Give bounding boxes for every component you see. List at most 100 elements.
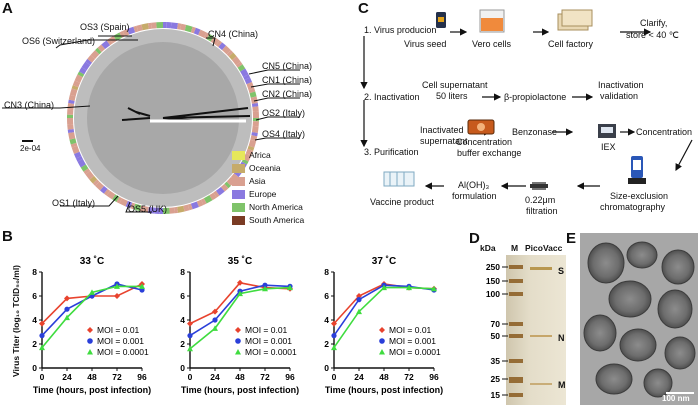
scale-bar-label: 2e-04 — [20, 144, 41, 153]
ring-segment — [159, 207, 163, 215]
x-axis-title: Time (hours, post infection) — [325, 385, 443, 395]
sec-label-2: chromatography — [600, 202, 666, 212]
ring-segment — [106, 190, 116, 200]
band-n-label: N — [558, 333, 565, 343]
protein-band-m — [530, 383, 552, 385]
protein-band-s — [530, 267, 552, 270]
data-point — [139, 283, 145, 289]
concentration-label: Concentration — [636, 127, 693, 137]
y-tick-label: 2 — [180, 339, 185, 349]
marker-size-label: 150 — [486, 276, 500, 286]
ring-segment — [198, 29, 207, 38]
supernatant2-label: supernatant — [420, 136, 468, 146]
alum-label-1: Al(OH)₃ — [458, 180, 490, 190]
lane-m-label: M — [511, 243, 519, 253]
legend-swatch — [232, 203, 245, 213]
ring-segment — [67, 109, 74, 115]
tree-label-os3: OS3 (Spain) — [80, 22, 130, 32]
data-point — [212, 325, 218, 331]
tree-label-cn5: CN5 (China) — [262, 61, 313, 71]
kda-label: kDa — [480, 243, 496, 253]
ring-segment — [222, 45, 231, 55]
data-point — [39, 333, 45, 339]
conc-label-1: Concentration — [456, 137, 513, 147]
legend-label: MOI = 0.001 — [97, 336, 144, 346]
ring-segment — [151, 22, 157, 29]
data-point — [431, 285, 437, 292]
ring-segment — [92, 179, 100, 186]
legend-item-africa: Africa — [232, 150, 271, 161]
ring-segment — [127, 26, 136, 35]
data-point — [262, 285, 268, 292]
ring-segment — [133, 203, 142, 212]
legend-item-asia: Asia — [232, 176, 266, 187]
data-point — [237, 279, 243, 286]
tree-label-cn3: CN3 (China) — [4, 100, 55, 110]
y-tick-label: 0 — [32, 363, 37, 373]
ring-segment — [73, 151, 82, 159]
data-point — [39, 344, 45, 351]
ring-segment — [116, 196, 123, 204]
bpl-label: β-propiolactone — [504, 92, 567, 102]
legend-item-south-america: South America — [232, 215, 304, 226]
legend-marker — [235, 349, 241, 355]
legend-swatch — [232, 190, 245, 200]
marker-size-label: 250 — [486, 262, 500, 272]
ring-segment — [193, 27, 201, 36]
marker-band — [509, 359, 523, 363]
ring-segment — [251, 102, 259, 108]
ring-segment — [169, 207, 175, 214]
tree-branch — [162, 115, 251, 119]
ring-segment — [85, 58, 93, 66]
data-point — [331, 320, 337, 327]
ring-segment — [89, 175, 98, 184]
legend-marker — [235, 338, 241, 344]
y-tick-label: 6 — [180, 291, 185, 301]
ring-segment — [226, 50, 234, 57]
ring-segment — [245, 148, 254, 156]
data-point — [64, 314, 70, 321]
panel-label-b: B — [2, 228, 13, 245]
x-tick-label: 24 — [62, 372, 72, 382]
data-point — [237, 290, 243, 297]
chart-title: 35 ˚C — [228, 255, 252, 267]
y-tick-label: 8 — [180, 267, 185, 277]
ring-segment — [119, 198, 128, 207]
data-point — [356, 308, 362, 315]
ring-segment — [90, 50, 100, 59]
ring-segment — [100, 185, 108, 194]
data-point — [331, 333, 337, 339]
ring-segment — [215, 40, 223, 48]
x-axis-title: Time (hours, post infection) — [181, 385, 299, 395]
conc-label-2: buffer exchange — [457, 148, 522, 158]
ring-segment — [67, 114, 74, 118]
ring-segment — [237, 64, 246, 72]
ring-segment — [173, 206, 179, 214]
marker-band — [509, 322, 523, 326]
x-axis-title: Time (hours, post infection) — [33, 385, 151, 395]
legend-marker — [379, 349, 385, 355]
sec-label-1: Size-exclusion — [610, 191, 669, 201]
x-tick-label: 96 — [429, 372, 439, 382]
x-tick-label: 96 — [137, 372, 147, 382]
data-point — [64, 306, 70, 312]
legend-item-europe: Europe — [232, 189, 276, 200]
ring-segment — [224, 181, 231, 189]
ring-segment — [68, 132, 76, 140]
x-tick-label: 24 — [354, 372, 364, 382]
panel-label-d: D — [469, 230, 480, 247]
data-point — [89, 289, 95, 295]
x-tick-label: 48 — [379, 372, 389, 382]
iex-label: IEX — [601, 142, 616, 152]
tree-branch — [127, 107, 141, 115]
tree-label-cn4: CN4 (China) — [208, 29, 259, 39]
panel-label-c: C — [358, 0, 369, 17]
legend-marker — [87, 338, 93, 344]
legend-label: MOI = 0.01 — [97, 325, 140, 335]
ring-segment — [68, 99, 75, 104]
alum-label-2: formulation — [452, 191, 497, 201]
legend-item-north-america: North America — [232, 202, 303, 213]
band-s-label: S — [558, 266, 565, 276]
ring-segment — [213, 190, 220, 198]
data-point — [39, 320, 45, 327]
